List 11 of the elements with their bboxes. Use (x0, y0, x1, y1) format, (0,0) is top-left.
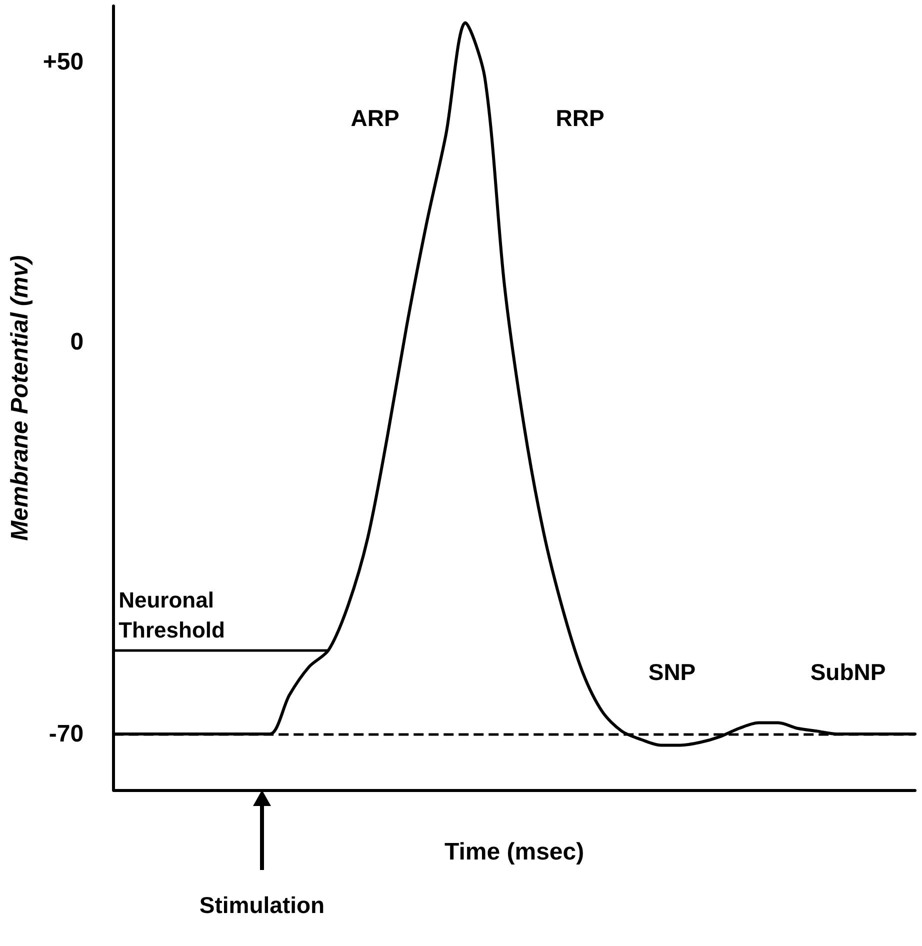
annotation: SNP (648, 659, 696, 685)
x-axis-title: Time (msec) (444, 838, 584, 866)
y-tick-label: 0 (70, 328, 84, 356)
y-axis-title: Membrane Potential (mv) (6, 255, 34, 541)
annotation: SubNP (810, 659, 886, 685)
y-tick-label: +50 (42, 48, 84, 76)
ref-line-label: Neuronal Threshold (118, 588, 225, 642)
y-tick-label: -70 (48, 720, 84, 748)
annotation: RRP (556, 105, 604, 131)
annotation: ARP (350, 105, 400, 131)
text: Stimulation (199, 892, 325, 918)
